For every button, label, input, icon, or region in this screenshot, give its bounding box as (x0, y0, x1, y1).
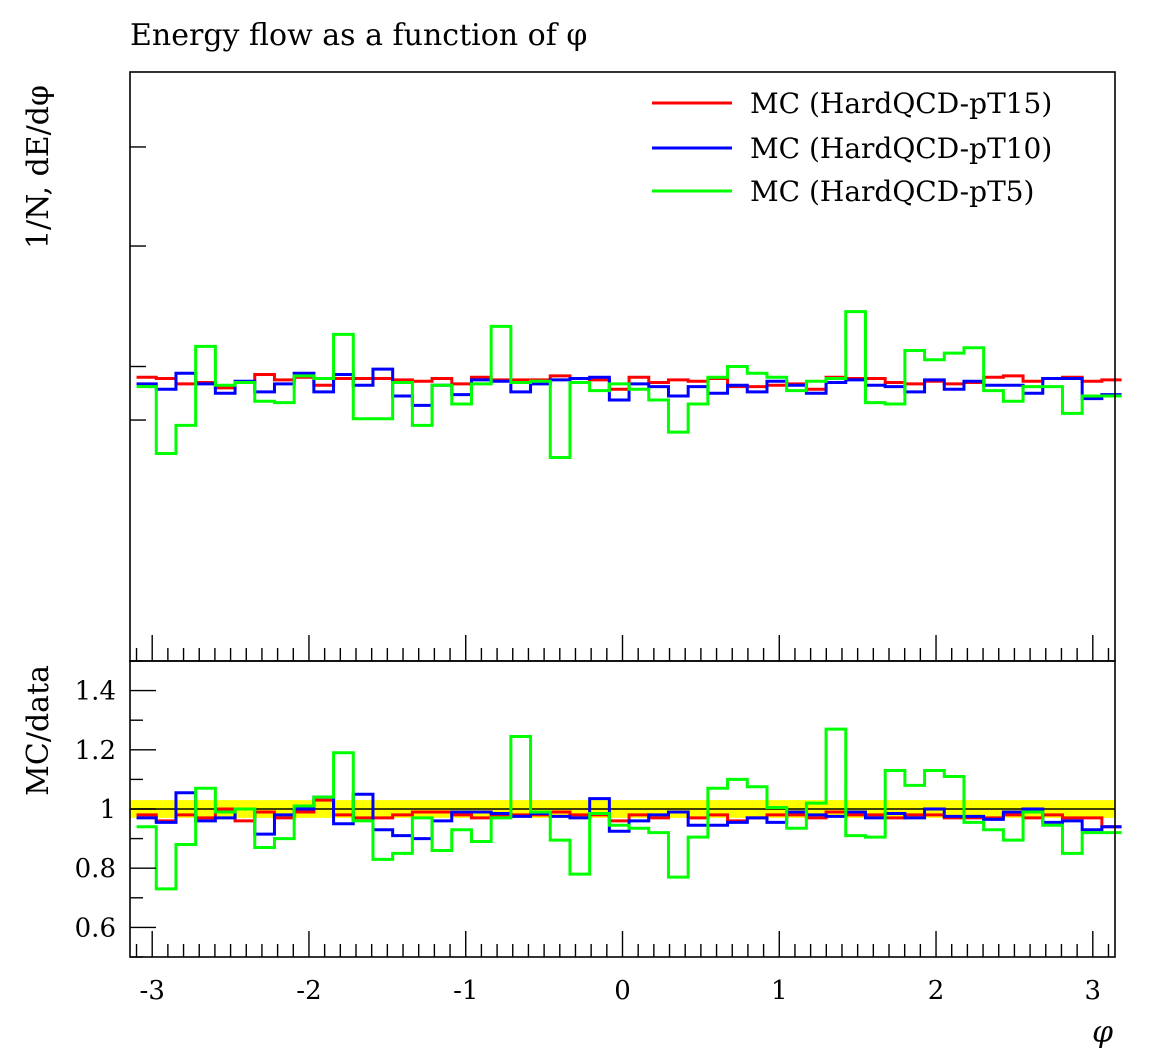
x-tick-label: 1 (771, 976, 788, 1006)
ratio-panel: -3 -2 -1 0 1 2 3 0.6 0.8 1 1.2 1.4 (75, 660, 1122, 1006)
y-tick-label: 1.2 (75, 736, 116, 766)
legend-label-pt15: MC (HardQCD-pT15) (750, 87, 1052, 120)
y-tick-label: 0.6 (75, 913, 116, 943)
legend-label-pt10: MC (HardQCD-pT10) (750, 132, 1052, 165)
x-tick-label: -3 (140, 976, 165, 1006)
x-tick-label: -1 (453, 976, 478, 1006)
legend-label-pt5: MC (HardQCD-pT5) (750, 175, 1034, 208)
x-tick-label: 3 (1085, 976, 1102, 1006)
x-tick-label: -2 (296, 976, 321, 1006)
legend: MC (HardQCD-pT15) MC (HardQCD-pT10) MC (… (652, 87, 1052, 208)
y-tick-label: 1 (99, 795, 116, 825)
ratio-series-group (136, 727, 1122, 891)
main-series-mc-hardqcd-pt5 (136, 310, 1122, 460)
main-y-axis-label: 1/N, dE/dφ (21, 85, 56, 249)
main-series-group (136, 310, 1122, 460)
x-tick-label: 2 (928, 976, 945, 1006)
chart-title: Energy flow as a function of φ (130, 18, 587, 53)
ratio-panel-frame (129, 660, 1116, 958)
y-tick-label: 0.8 (75, 854, 116, 884)
main-ticks-group (130, 146, 1110, 661)
main-series-mc-hardqcd-pt10 (136, 367, 1122, 407)
x-axis-label: φ (1092, 1015, 1113, 1050)
y-tick-label: 1.4 (75, 677, 116, 707)
ratio-ticks-group: -3 -2 -1 0 1 2 3 0.6 0.8 1 1.2 1.4 (75, 660, 1110, 1006)
ratio-series-mc-hardqcd-pt5 (136, 727, 1122, 891)
ratio-y-axis-label: MC/data (21, 665, 56, 796)
x-tick-label: 0 (614, 976, 631, 1006)
